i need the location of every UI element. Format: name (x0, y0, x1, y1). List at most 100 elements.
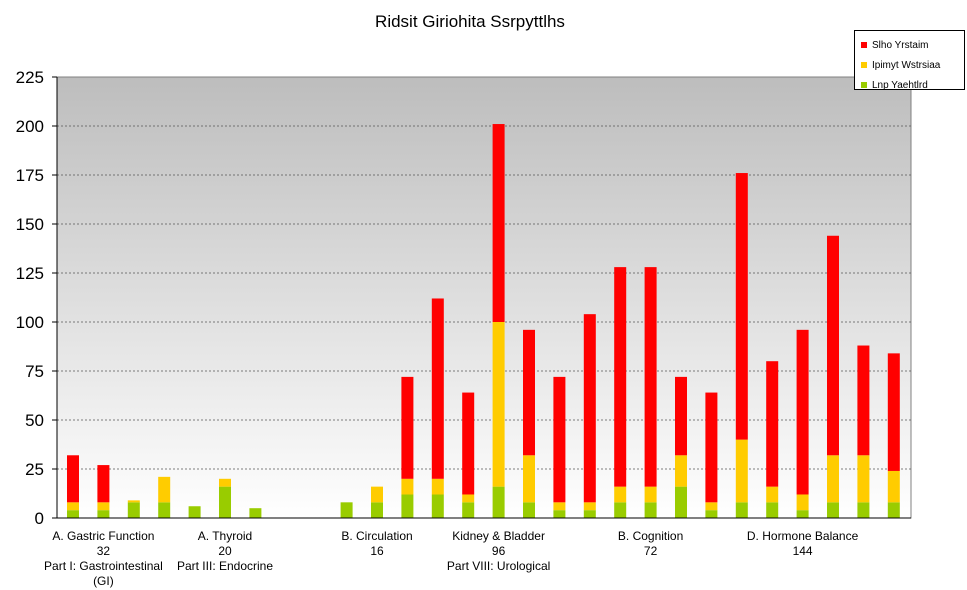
bar-segment-series-1 (188, 506, 201, 518)
bar-segment-series-2 (158, 476, 171, 503)
x-category-label: 20 (218, 544, 232, 558)
x-category-label: D. Hormone Balance (747, 529, 859, 543)
legend-item: Slho Yrstaim (861, 35, 964, 55)
bar-segment-series-2 (492, 322, 505, 487)
bar-segment-series-2 (675, 455, 687, 487)
bar-segment-series-2 (766, 486, 779, 503)
bar-segment-series-1 (827, 502, 839, 518)
y-tick-label: 100 (16, 313, 44, 332)
y-tick-label: 225 (16, 68, 44, 87)
x-group-label: Part I: Gastrointestinal (44, 559, 163, 573)
legend-swatch (861, 82, 867, 88)
bar-segment-series-1 (371, 502, 383, 518)
bar-segment-series-1 (735, 502, 748, 518)
bar-segment-series-3 (796, 329, 809, 495)
bar-segment-series-2 (887, 470, 900, 503)
bar-segment-series-3 (553, 376, 566, 503)
bar-segment-series-3 (462, 392, 475, 495)
bar-segment-series-2 (127, 500, 140, 503)
bar-segment-series-3 (705, 392, 718, 503)
bar-segment-series-3 (887, 353, 900, 471)
bar-segment-series-3 (675, 376, 687, 456)
bar-segment-series-2 (462, 494, 475, 503)
bar-segment-series-1 (857, 502, 870, 518)
bar-segment-series-3 (644, 267, 657, 487)
bar-segment-series-3 (827, 235, 839, 456)
bar-segment-series-3 (583, 314, 596, 503)
bar-segment-series-2 (371, 486, 383, 503)
bar-segment-series-3 (67, 455, 79, 503)
plot-area (56, 76, 912, 519)
bar-segment-series-1 (705, 510, 718, 518)
bar-segment-series-1 (340, 502, 353, 518)
bar-segment-series-2 (827, 455, 839, 503)
x-category-label: A. Thyroid (198, 529, 252, 543)
x-category-label: 144 (793, 544, 813, 558)
bar-segment-series-2 (67, 502, 79, 511)
bar-segment-series-1 (401, 494, 414, 518)
bar-segment-series-1 (158, 502, 171, 518)
x-category-label: 72 (644, 544, 658, 558)
bar-segment-series-1 (583, 510, 596, 518)
y-tick-label: 175 (16, 166, 44, 185)
bar-segment-series-2 (857, 455, 870, 503)
x-category-label: 96 (492, 544, 506, 558)
bar-segment-series-2 (614, 486, 627, 503)
y-tick-label: 25 (25, 460, 44, 479)
x-category-label: 16 (370, 544, 384, 558)
bar-segment-series-1 (887, 502, 900, 518)
bar-segment-series-2 (523, 455, 535, 503)
bar-segment-series-1 (796, 510, 809, 518)
legend-swatch (861, 62, 867, 68)
bar-segment-series-1 (644, 502, 657, 518)
bar-segment-series-3 (523, 329, 535, 456)
bar-segment-series-1 (431, 494, 444, 518)
bar-segment-series-2 (796, 494, 809, 511)
bar-segment-series-1 (462, 502, 475, 518)
y-tick-label: 200 (16, 117, 44, 136)
bar-segment-series-1 (553, 510, 566, 518)
legend-item: Lnp Yaehtlrd (861, 75, 964, 95)
bar-segment-series-2 (219, 478, 231, 487)
bar-segment-series-3 (401, 376, 414, 479)
legend: Slho Yrstaim Ipimyt Wstrsiaa Lnp Yaehtlrd (854, 30, 965, 91)
bar-segment-series-2 (97, 502, 110, 511)
bar-segment-series-1 (249, 508, 262, 518)
y-tick-label: 150 (16, 215, 44, 234)
x-group-label: (GI) (93, 574, 114, 588)
legend-item: Ipimyt Wstrsiaa (861, 55, 964, 75)
bar-segment-series-1 (675, 486, 687, 518)
bar-segment-series-2 (401, 478, 414, 495)
bar-segment-series-1 (219, 486, 231, 518)
x-category-label: A. Gastric Function (52, 529, 154, 543)
bar-segment-series-2 (705, 502, 718, 511)
bar-segment-series-3 (97, 465, 110, 503)
bar-segment-series-3 (735, 173, 748, 440)
x-category-label: Kidney & Bladder (452, 529, 545, 543)
y-tick-label: 0 (35, 509, 44, 528)
bar-segment-series-3 (614, 267, 627, 487)
y-tick-label: 50 (25, 411, 44, 430)
bar-segment-series-2 (735, 439, 748, 503)
bar-segment-series-1 (127, 502, 140, 518)
x-category-label: 32 (97, 544, 111, 558)
y-tick-label: 125 (16, 264, 44, 283)
bar-segment-series-2 (583, 502, 596, 511)
bar-segment-series-1 (523, 502, 535, 518)
bar-segment-series-1 (97, 510, 110, 518)
bar-segment-series-1 (766, 502, 779, 518)
y-tick-label: 75 (25, 362, 44, 381)
bar-segment-series-2 (553, 502, 566, 511)
bar-segment-series-2 (431, 478, 444, 495)
chart-title: Ridsit Giriohita Ssrpyttlhs (375, 12, 565, 31)
x-group-label: Part VIII: Urological (447, 559, 550, 573)
x-category-label: B. Circulation (341, 529, 412, 543)
bar-segment-series-1 (492, 486, 505, 518)
legend-label: Lnp Yaehtlrd (872, 79, 928, 91)
x-group-label: Part III: Endocrine (177, 559, 273, 573)
x-category-label: B. Cognition (618, 529, 683, 543)
bar-segment-series-1 (614, 502, 627, 518)
bar-segment-series-3 (492, 124, 505, 322)
legend-label: Ipimyt Wstrsiaa (872, 59, 941, 71)
